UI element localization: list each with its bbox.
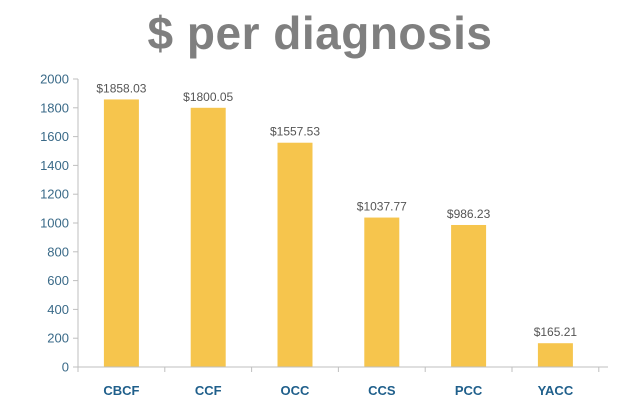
x-tick-label-cbcf: CBCF — [103, 383, 139, 398]
x-tick-label-occ: OCC — [281, 383, 311, 398]
y-tick-label: 200 — [47, 331, 69, 346]
y-tick-label: 400 — [47, 302, 69, 317]
bar-pcc — [451, 224, 487, 367]
bar-cbcf — [103, 99, 139, 368]
y-tick-label: 1400 — [40, 158, 69, 173]
x-axis: CBCF CCF OCC CCS PCC YACC — [77, 366, 608, 398]
bar-yacc — [537, 343, 573, 367]
bar-ccf — [190, 107, 226, 368]
data-label-ccf: $1800.05 — [183, 90, 233, 104]
bar-ccs — [364, 217, 400, 367]
y-axis: 0 200 400 600 800 1000 1200 1400 1600 1800 2000 — [40, 72, 79, 375]
chart-title: $ per diagnosis — [147, 7, 493, 59]
x-tick-label-pcc: PCC — [455, 383, 483, 398]
y-tick-label: 1000 — [40, 216, 69, 231]
data-label-cbcf: $1858.03 — [96, 81, 146, 95]
y-tick-label: 2000 — [40, 72, 69, 87]
x-tick-label-ccf: CCF — [195, 383, 222, 398]
bar-occ — [277, 142, 313, 367]
y-tick-label: 800 — [47, 244, 69, 259]
data-label-yacc: $165.21 — [534, 325, 578, 339]
y-tick-label: 1200 — [40, 187, 69, 202]
data-label-occ: $1557.53 — [270, 125, 320, 139]
y-tick-label: 0 — [62, 360, 69, 375]
y-tick-label: 600 — [47, 273, 69, 288]
bars: $1858.03 $1800.05 $1557.53 $1037.77 $986.23 $… — [96, 81, 578, 368]
y-tick-label: 1600 — [40, 129, 69, 144]
y-tick-label: 1800 — [40, 100, 69, 115]
data-label-pcc: $986.23 — [447, 207, 491, 221]
x-tick-label-ccs: CCS — [368, 383, 396, 398]
x-tick-label-yacc: YACC — [538, 383, 574, 398]
data-label-ccs: $1037.77 — [357, 200, 407, 214]
